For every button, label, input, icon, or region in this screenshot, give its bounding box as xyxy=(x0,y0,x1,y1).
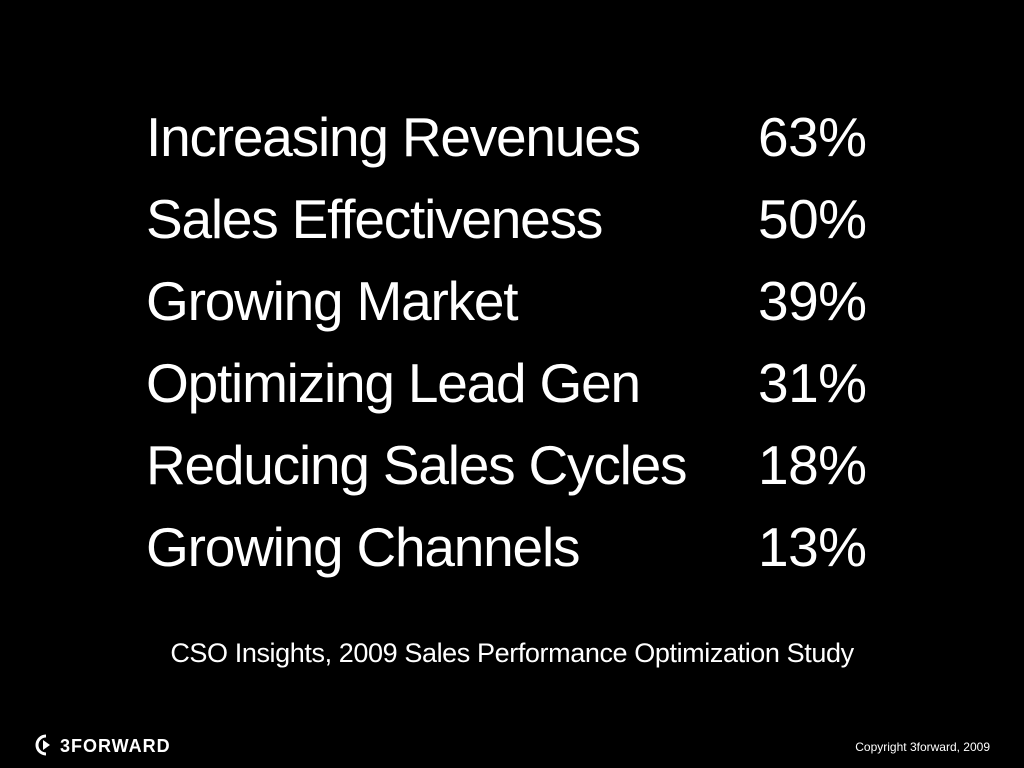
stat-row: Growing Channels 13% xyxy=(146,506,906,588)
stat-row: Growing Market 39% xyxy=(146,260,906,342)
stat-row: Reducing Sales Cycles 18% xyxy=(146,424,906,506)
source-citation: CSO Insights, 2009 Sales Performance Opt… xyxy=(170,638,854,668)
stat-value: 63% xyxy=(758,106,867,168)
stat-row: Increasing Revenues 63% xyxy=(146,96,906,178)
stat-label: Increasing Revenues xyxy=(146,106,641,168)
stat-value: 50% xyxy=(758,188,867,250)
stat-value: 13% xyxy=(758,516,867,578)
stat-label: Reducing Sales Cycles xyxy=(146,434,688,496)
stat-label: Growing Channels xyxy=(146,516,580,578)
stat-row: Sales Effectiveness 50% xyxy=(146,178,906,260)
stat-row: Optimizing Lead Gen 31% xyxy=(146,342,906,424)
forward-arrow-logo-icon: 3FORWARD xyxy=(35,734,171,756)
stat-label: Growing Market xyxy=(146,270,519,332)
stat-label: Optimizing Lead Gen xyxy=(146,352,641,414)
svg-text:3FORWARD: 3FORWARD xyxy=(60,736,171,756)
company-logo: 3FORWARD xyxy=(34,733,214,757)
copyright-text: Copyright 3forward, 2009 xyxy=(855,740,990,754)
stat-value: 31% xyxy=(758,352,867,414)
stats-list: Increasing Revenues 63% Sales Effectiven… xyxy=(146,96,906,588)
stat-value: 18% xyxy=(758,434,867,496)
stat-value: 39% xyxy=(758,270,867,332)
stat-label: Sales Effectiveness xyxy=(146,188,603,250)
